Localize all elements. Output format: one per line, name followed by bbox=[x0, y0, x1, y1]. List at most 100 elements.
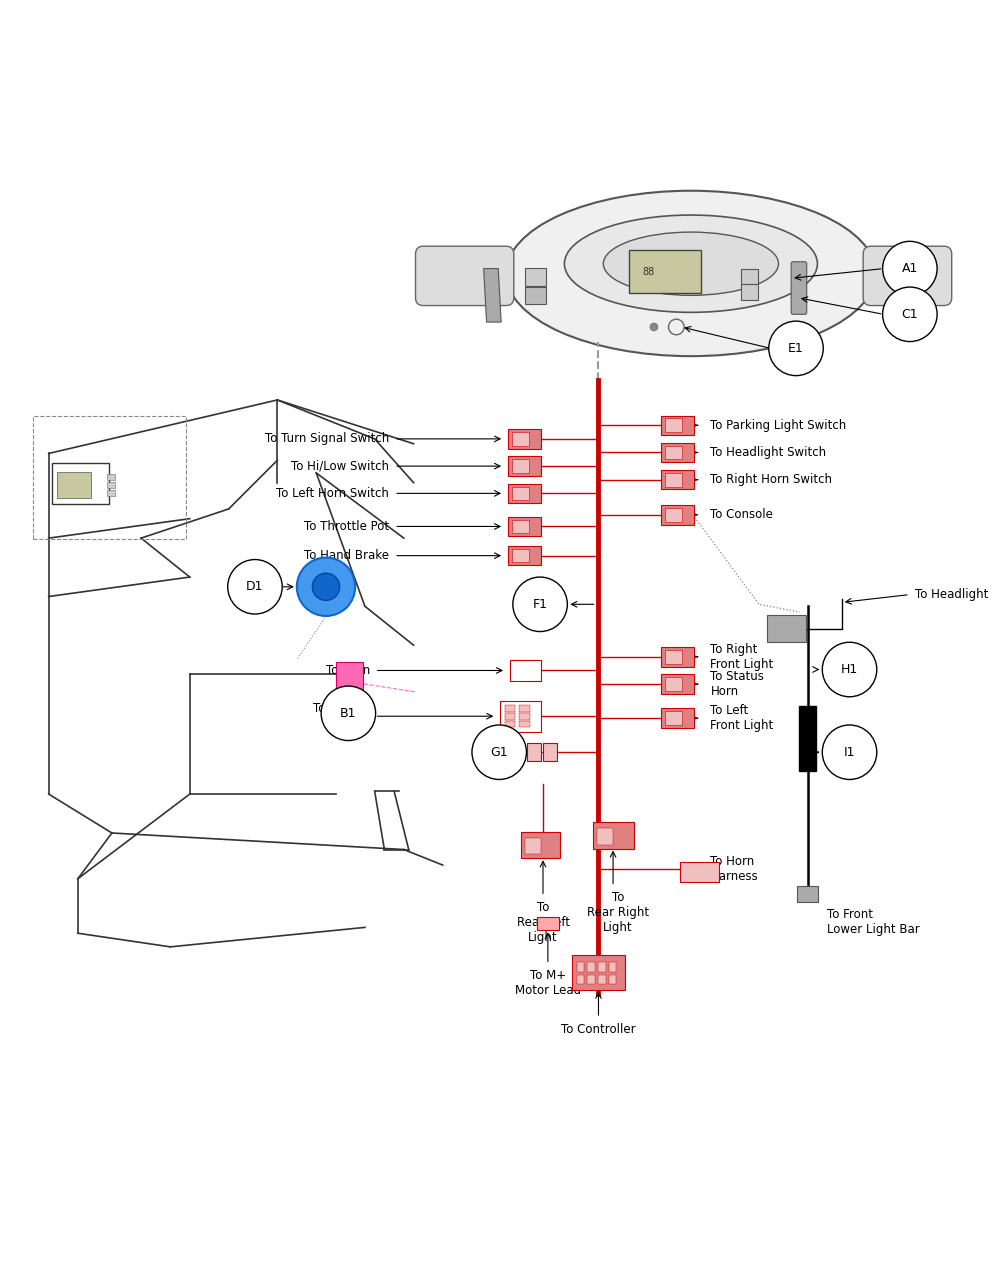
FancyBboxPatch shape bbox=[661, 470, 694, 489]
FancyBboxPatch shape bbox=[505, 721, 515, 727]
FancyBboxPatch shape bbox=[661, 506, 694, 525]
FancyBboxPatch shape bbox=[577, 962, 584, 972]
Text: To Headlight Switch: To Headlight Switch bbox=[710, 446, 827, 459]
FancyBboxPatch shape bbox=[107, 490, 115, 495]
FancyBboxPatch shape bbox=[741, 284, 758, 300]
Text: G1: G1 bbox=[490, 746, 508, 759]
Circle shape bbox=[312, 573, 340, 601]
FancyBboxPatch shape bbox=[797, 886, 818, 902]
Circle shape bbox=[822, 642, 877, 697]
Circle shape bbox=[513, 576, 567, 631]
FancyBboxPatch shape bbox=[665, 473, 682, 487]
FancyBboxPatch shape bbox=[508, 430, 541, 449]
FancyBboxPatch shape bbox=[519, 721, 530, 727]
Text: To Throttle Pot: To Throttle Pot bbox=[304, 519, 389, 533]
FancyBboxPatch shape bbox=[799, 706, 816, 770]
FancyBboxPatch shape bbox=[680, 862, 719, 882]
Text: To Headlight: To Headlight bbox=[915, 588, 988, 601]
FancyBboxPatch shape bbox=[512, 487, 529, 500]
Text: To Status
Horn: To Status Horn bbox=[710, 670, 764, 698]
FancyBboxPatch shape bbox=[508, 484, 541, 503]
FancyBboxPatch shape bbox=[572, 954, 625, 990]
FancyBboxPatch shape bbox=[107, 483, 115, 488]
FancyBboxPatch shape bbox=[107, 474, 115, 480]
Text: C1: C1 bbox=[902, 308, 918, 321]
FancyBboxPatch shape bbox=[57, 473, 91, 498]
Text: To Hi/Low Switch: To Hi/Low Switch bbox=[291, 460, 389, 473]
FancyBboxPatch shape bbox=[665, 508, 682, 522]
FancyBboxPatch shape bbox=[500, 701, 541, 732]
FancyBboxPatch shape bbox=[508, 456, 541, 476]
FancyBboxPatch shape bbox=[525, 288, 546, 304]
Ellipse shape bbox=[603, 232, 778, 295]
Text: To Horn
Harness: To Horn Harness bbox=[710, 855, 758, 883]
FancyBboxPatch shape bbox=[598, 962, 606, 972]
FancyBboxPatch shape bbox=[741, 269, 758, 284]
FancyBboxPatch shape bbox=[525, 837, 541, 854]
Text: A1: A1 bbox=[902, 262, 918, 275]
Circle shape bbox=[650, 323, 658, 331]
Text: To Right
Front Light: To Right Front Light bbox=[710, 642, 774, 670]
FancyBboxPatch shape bbox=[512, 519, 529, 533]
FancyBboxPatch shape bbox=[665, 678, 682, 691]
FancyBboxPatch shape bbox=[521, 832, 560, 858]
Ellipse shape bbox=[564, 215, 817, 313]
FancyBboxPatch shape bbox=[510, 660, 541, 682]
FancyBboxPatch shape bbox=[527, 744, 541, 761]
Circle shape bbox=[297, 557, 355, 616]
FancyBboxPatch shape bbox=[512, 432, 529, 446]
FancyBboxPatch shape bbox=[519, 704, 530, 712]
Text: To Controller: To Controller bbox=[561, 1022, 636, 1035]
Text: To Blinker
Board: To Blinker Board bbox=[313, 702, 370, 730]
FancyBboxPatch shape bbox=[587, 962, 595, 972]
FancyBboxPatch shape bbox=[543, 744, 557, 761]
FancyBboxPatch shape bbox=[661, 647, 694, 666]
FancyBboxPatch shape bbox=[508, 517, 541, 536]
FancyBboxPatch shape bbox=[597, 829, 613, 845]
Text: To Front
Lower Light Bar: To Front Lower Light Bar bbox=[827, 908, 920, 936]
FancyBboxPatch shape bbox=[863, 246, 952, 305]
FancyBboxPatch shape bbox=[661, 674, 694, 694]
Circle shape bbox=[769, 321, 823, 375]
Circle shape bbox=[883, 288, 937, 342]
Circle shape bbox=[472, 725, 526, 779]
FancyBboxPatch shape bbox=[661, 416, 694, 435]
FancyBboxPatch shape bbox=[512, 460, 529, 473]
FancyBboxPatch shape bbox=[791, 262, 807, 314]
Text: To Left Horn Switch: To Left Horn Switch bbox=[276, 487, 389, 500]
FancyBboxPatch shape bbox=[665, 446, 682, 460]
Text: E1: E1 bbox=[788, 342, 804, 355]
Text: F1: F1 bbox=[533, 598, 548, 611]
FancyBboxPatch shape bbox=[577, 974, 584, 984]
Circle shape bbox=[228, 560, 282, 614]
Text: To Turn Signal Switch: To Turn Signal Switch bbox=[265, 432, 389, 446]
Text: 88: 88 bbox=[642, 267, 655, 277]
FancyBboxPatch shape bbox=[587, 974, 595, 984]
Circle shape bbox=[321, 685, 376, 740]
Polygon shape bbox=[484, 269, 501, 322]
FancyBboxPatch shape bbox=[665, 418, 682, 432]
FancyBboxPatch shape bbox=[537, 917, 559, 930]
FancyBboxPatch shape bbox=[665, 650, 682, 664]
FancyBboxPatch shape bbox=[505, 713, 515, 720]
FancyBboxPatch shape bbox=[665, 711, 682, 725]
Text: I1: I1 bbox=[844, 746, 855, 759]
Text: To M+
Motor Lead: To M+ Motor Lead bbox=[515, 969, 581, 997]
FancyBboxPatch shape bbox=[593, 822, 634, 849]
Circle shape bbox=[822, 725, 877, 779]
Text: To
Rear Right
Light: To Rear Right Light bbox=[587, 892, 649, 934]
FancyBboxPatch shape bbox=[52, 464, 109, 504]
Text: To
Rear Left
Light: To Rear Left Light bbox=[517, 901, 570, 944]
FancyBboxPatch shape bbox=[661, 708, 694, 729]
Text: B1: B1 bbox=[340, 707, 357, 720]
FancyBboxPatch shape bbox=[767, 614, 806, 642]
FancyBboxPatch shape bbox=[505, 704, 515, 712]
FancyBboxPatch shape bbox=[416, 246, 514, 305]
Text: To Horn: To Horn bbox=[326, 664, 370, 677]
Text: H1: H1 bbox=[841, 663, 858, 677]
Ellipse shape bbox=[506, 191, 876, 356]
Text: To Parking Light Switch: To Parking Light Switch bbox=[710, 419, 847, 432]
FancyBboxPatch shape bbox=[609, 962, 616, 972]
FancyBboxPatch shape bbox=[598, 974, 606, 984]
FancyBboxPatch shape bbox=[508, 546, 541, 565]
